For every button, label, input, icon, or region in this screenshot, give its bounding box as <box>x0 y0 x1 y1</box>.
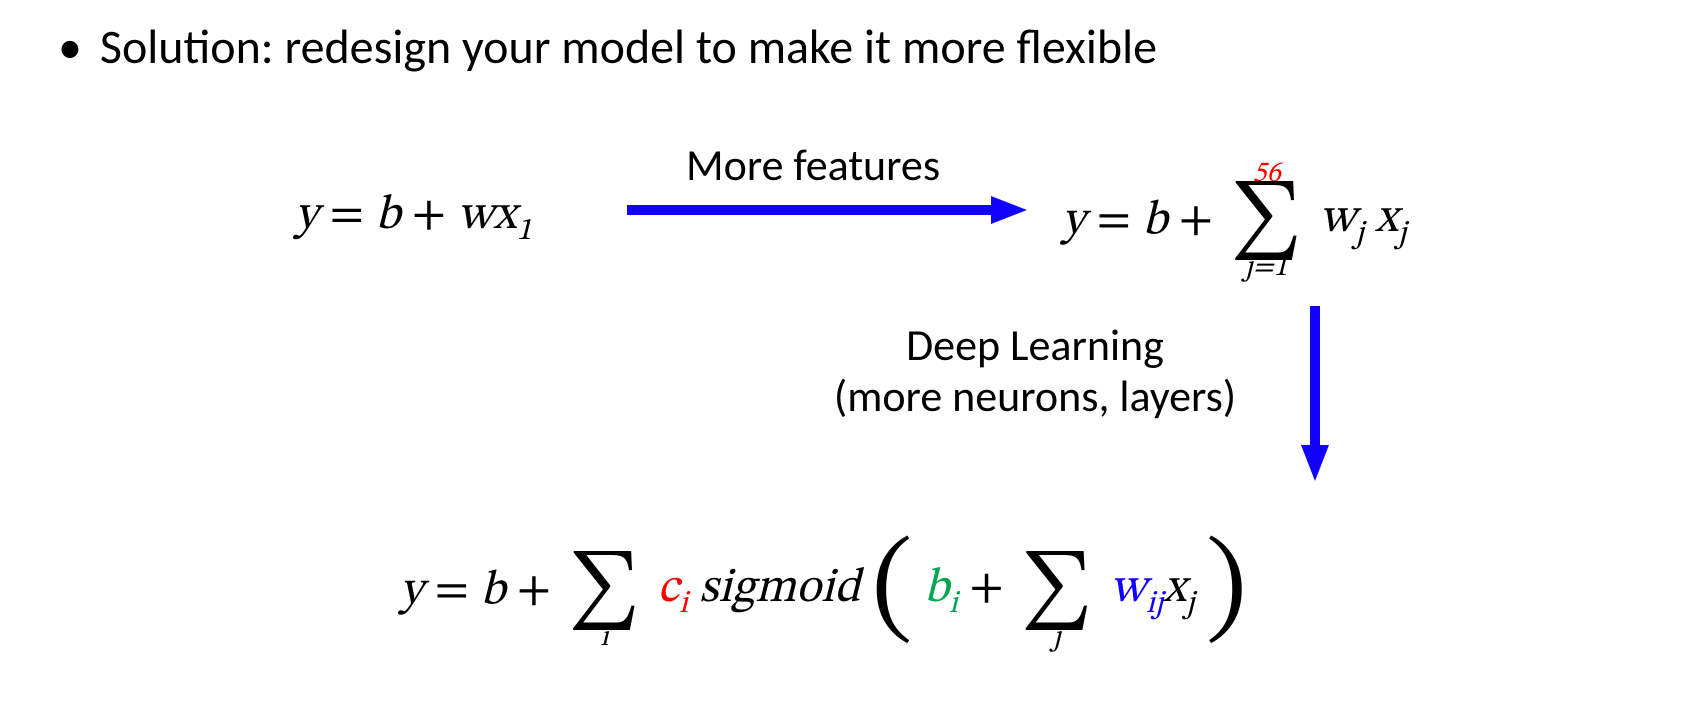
eq3-xj: x <box>1163 565 1186 613</box>
eq1-eq: = <box>318 192 375 240</box>
eq1-w: w <box>458 192 494 240</box>
eq2-x: x <box>1375 195 1398 243</box>
eq3-b: b <box>480 567 505 615</box>
label-more-features: More features <box>686 140 940 191</box>
eq1-b: b <box>375 192 400 240</box>
eq3-wij-sub: ij <box>1146 589 1163 620</box>
eq3-ci-c: c <box>658 565 679 613</box>
bullet-item: • Solution: redesign your model to make … <box>58 18 1157 77</box>
equation-linear: y = b + wx1 <box>295 186 532 251</box>
eq3-ci-sub: i <box>679 589 688 620</box>
sigma-icon: ∑ <box>1231 189 1303 254</box>
eq3-ci: ci <box>658 565 688 613</box>
equation-sum-features: y = b + 56 ∑ j=1 wj xj <box>1062 160 1406 283</box>
eq3-sum-i: ∑ i <box>569 530 641 653</box>
eq2-y: y <box>1062 197 1085 245</box>
arrow-right-icon <box>627 195 1027 225</box>
eq2-space <box>1364 195 1375 243</box>
label-deep-learning-l1: Deep Learning <box>790 320 1280 371</box>
eq3-xj-sub: j <box>1186 589 1194 620</box>
eq3-sum-j: ∑ j <box>1021 530 1093 653</box>
sigma-icon: ∑ <box>1021 559 1093 624</box>
equation-deep: y = b + ∑ i ci sigmoid ( bi + ∑ j wijxj … <box>400 530 1247 653</box>
eq3-wij-w: w <box>1110 565 1146 613</box>
eq2-b: b <box>1142 197 1167 245</box>
eq1-plus: + <box>400 192 457 240</box>
rparen-icon: ) <box>1206 533 1247 648</box>
eq3-wij: wij <box>1110 565 1163 613</box>
arrow-down-icon <box>1300 306 1330 481</box>
eq3-bi: bi <box>924 565 958 613</box>
eq1-y: y <box>295 192 318 240</box>
eq2-summation: 56 ∑ j=1 <box>1231 160 1303 283</box>
eq2-w: w <box>1320 195 1356 243</box>
eq2-eq: = <box>1085 197 1142 245</box>
slide-root: • Solution: redesign your model to make … <box>0 0 1682 719</box>
eq3-sigmoid: sigmoid <box>699 565 871 613</box>
lparen-icon: ( <box>872 533 913 648</box>
label-deep-learning-l2: (more neurons, layers) <box>790 371 1280 422</box>
bullet-text: Solution: redesign your model to make it… <box>100 18 1157 77</box>
label-deep-learning: Deep Learning (more neurons, layers) <box>790 320 1280 421</box>
eq1-x: x <box>493 192 516 240</box>
eq2-plus: + <box>1167 197 1224 245</box>
eq3-y: y <box>400 567 423 615</box>
eq3-bi-sub: i <box>949 589 958 620</box>
eq2-xsub: j <box>1398 219 1406 250</box>
sigma-icon: ∑ <box>569 559 641 624</box>
eq1-xsub: 1 <box>516 216 531 247</box>
bullet-dot-icon: • <box>58 18 82 77</box>
eq3-bi-b: b <box>924 565 949 613</box>
eq2-wsub: j <box>1356 219 1364 250</box>
eq3-eq: = <box>423 567 480 615</box>
eq3-plus2: + <box>969 565 1015 613</box>
eq3-plus: + <box>505 567 562 615</box>
